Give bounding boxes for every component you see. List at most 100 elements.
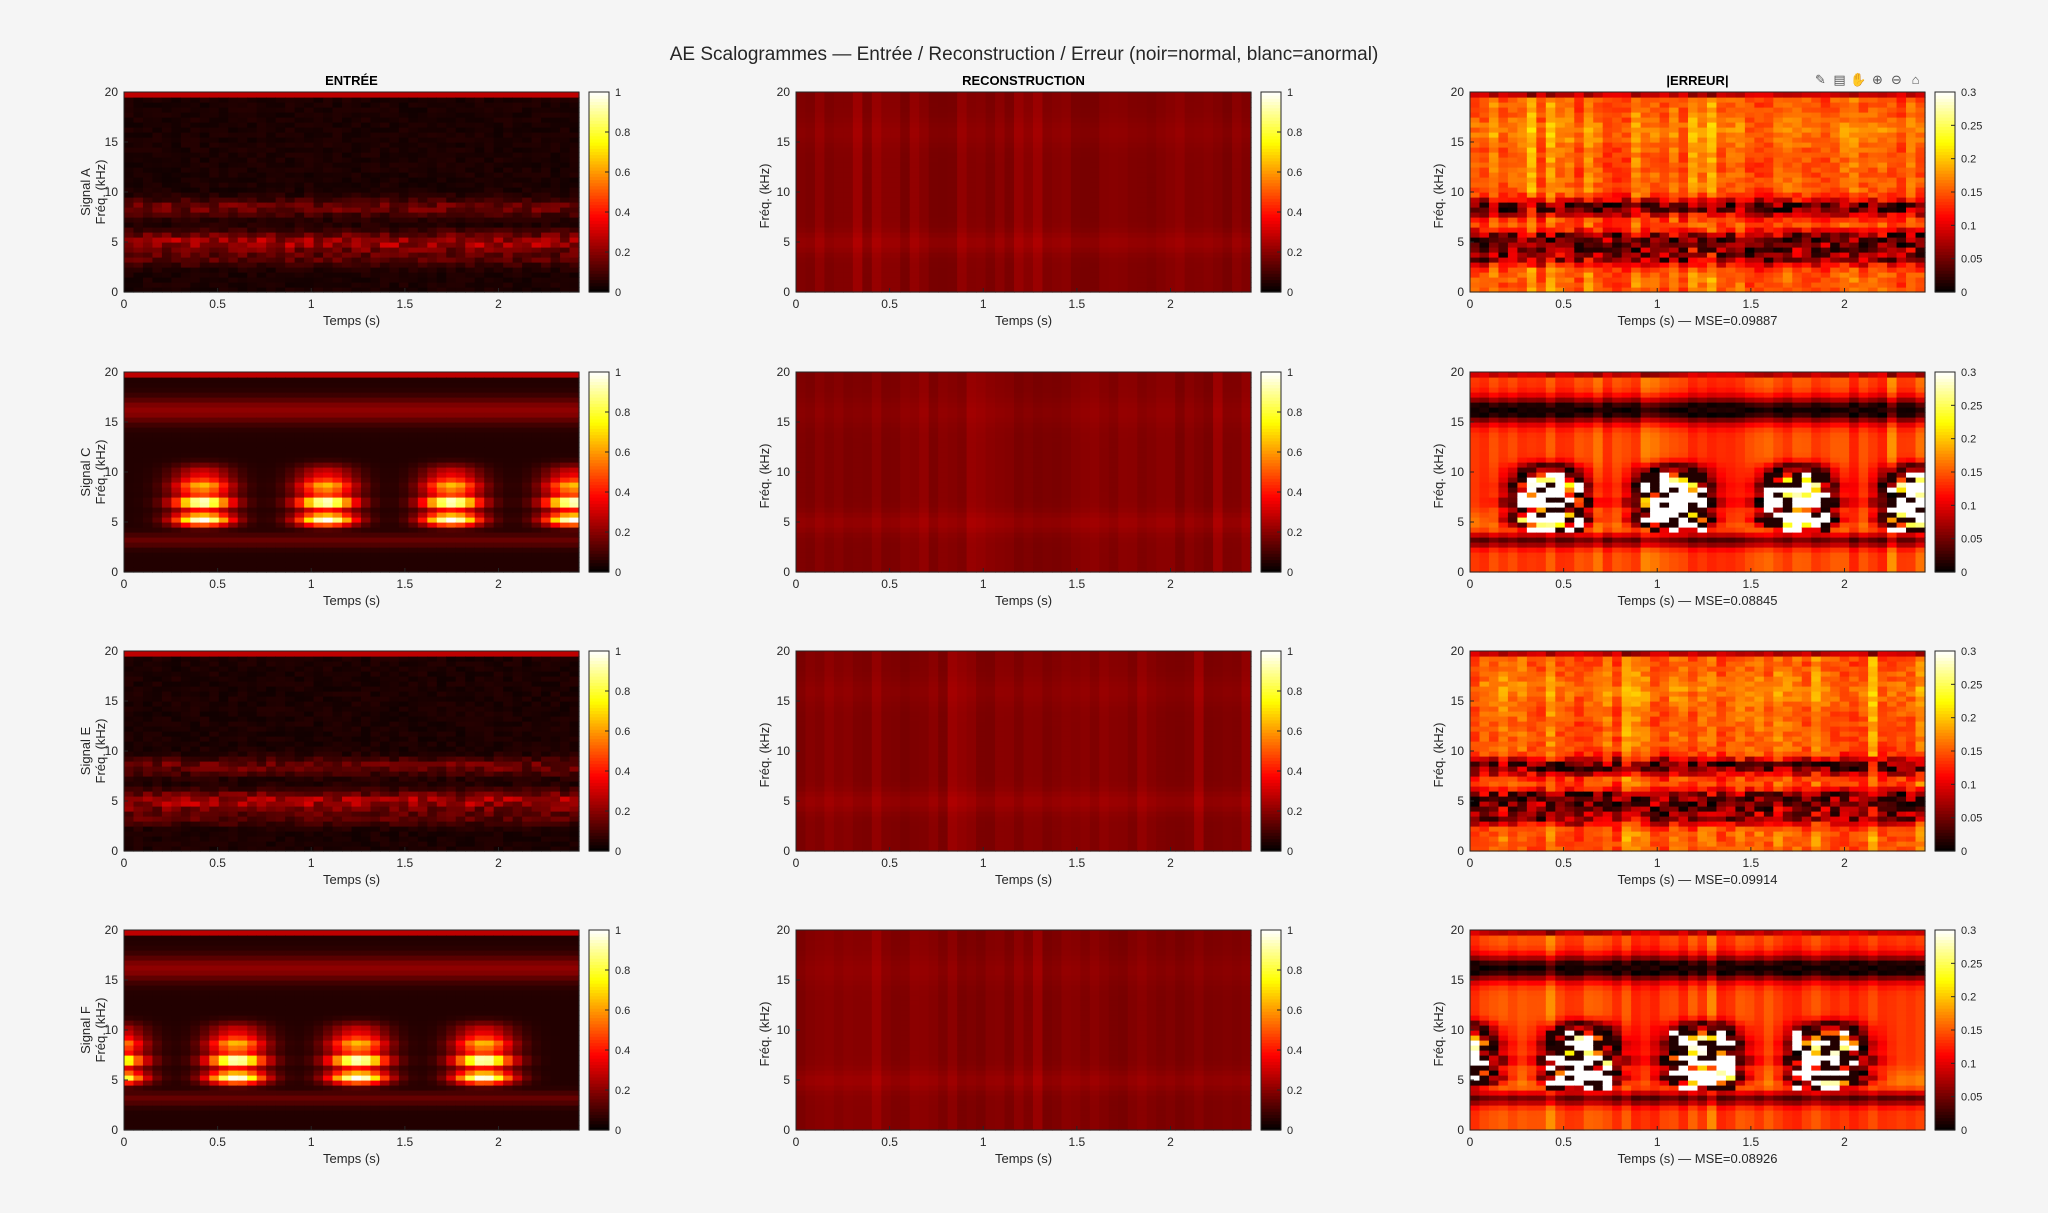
heatmap-cell xyxy=(427,137,437,143)
heatmap-cell xyxy=(133,736,143,742)
heatmap-cell xyxy=(133,92,143,98)
heatmap-cell xyxy=(304,237,314,243)
heatmap-cell xyxy=(266,137,276,143)
heatmap-cell xyxy=(437,417,447,423)
heatmap-cell xyxy=(219,412,229,418)
heatmap-cell xyxy=(437,132,447,138)
heatmap-cell xyxy=(295,102,305,108)
heatmap-cell xyxy=(513,542,523,548)
heatmap-cell xyxy=(437,427,447,433)
heatmap-cell xyxy=(190,427,200,433)
heatmap-cell xyxy=(200,741,210,747)
heatmap-cell xyxy=(266,691,276,697)
heatmap-cell xyxy=(171,726,181,732)
heatmap-cell xyxy=(503,242,513,248)
heatmap-cell xyxy=(143,217,153,223)
heatmap-cell xyxy=(551,197,561,203)
heatmap-cell xyxy=(162,117,172,123)
heatmap-cell xyxy=(370,557,380,563)
heatmap-cell xyxy=(238,691,248,697)
heatmap-cell xyxy=(361,407,371,413)
heatmap-cell xyxy=(228,227,238,233)
heatmap-cell xyxy=(323,432,333,438)
heatmap-cell xyxy=(494,477,504,483)
heatmap-cell xyxy=(143,402,153,408)
heatmap-cell xyxy=(389,437,399,443)
heatmap-cell xyxy=(494,132,504,138)
heatmap-cell xyxy=(238,392,248,398)
heatmap-cell xyxy=(503,502,513,508)
heatmap-cell xyxy=(285,442,295,448)
heatmap-cell xyxy=(162,152,172,158)
heatmap-cell xyxy=(228,127,238,133)
heatmap-cell xyxy=(238,532,248,538)
heatmap-cell xyxy=(228,557,238,563)
heatmap-cell xyxy=(181,127,191,133)
heatmap-cell xyxy=(456,512,466,518)
heatmap-cell xyxy=(238,761,248,767)
heatmap-cell xyxy=(143,397,153,403)
heatmap-cell xyxy=(541,262,551,268)
heatmap-cell xyxy=(143,162,153,168)
heatmap-cell xyxy=(570,177,580,183)
heatmap-cell xyxy=(171,392,181,398)
heatmap-cell xyxy=(570,282,580,288)
heatmap-cell xyxy=(560,462,570,468)
heatmap-cell xyxy=(408,387,418,393)
heatmap-cell xyxy=(465,182,475,188)
heatmap-cell xyxy=(541,237,551,243)
heatmap-cell xyxy=(228,142,238,148)
heatmap-cell xyxy=(266,776,276,782)
heatmap-cell xyxy=(133,507,143,513)
heatmap-cell xyxy=(276,402,286,408)
heatmap-cell xyxy=(124,227,134,233)
heatmap-cell xyxy=(124,731,134,737)
heatmap-cell xyxy=(333,162,343,168)
heatmap-cell xyxy=(323,806,333,812)
heatmap-cell xyxy=(200,776,210,782)
heatmap-cell xyxy=(484,117,494,123)
heatmap-cell xyxy=(228,681,238,687)
heatmap-cell xyxy=(541,512,551,518)
heatmap-cell xyxy=(503,522,513,528)
heatmap-cell xyxy=(190,207,200,213)
heatmap-cell xyxy=(124,676,134,682)
heatmap-cell xyxy=(285,267,295,273)
heatmap-cell xyxy=(200,557,210,563)
heatmap-cell xyxy=(513,182,523,188)
heatmap-cell xyxy=(522,257,532,263)
heatmap-cell xyxy=(295,671,305,677)
heatmap-cell xyxy=(133,447,143,453)
heatmap-cell xyxy=(389,562,399,568)
heatmap-cell xyxy=(304,731,314,737)
heatmap-cell xyxy=(228,412,238,418)
heatmap-cell xyxy=(152,227,162,233)
heatmap-cell xyxy=(494,157,504,163)
heatmap-cell xyxy=(257,562,267,568)
heatmap-cell xyxy=(133,811,143,817)
heatmap-cell xyxy=(380,162,390,168)
heatmap-cell xyxy=(408,162,418,168)
heatmap-cell xyxy=(551,112,561,118)
heatmap-cell xyxy=(171,562,181,568)
heatmap-cell xyxy=(494,257,504,263)
heatmap-cell xyxy=(314,197,324,203)
heatmap-cell xyxy=(181,766,191,772)
heatmap-cell xyxy=(361,157,371,163)
heatmap-cell xyxy=(304,666,314,672)
heatmap-cell xyxy=(494,222,504,228)
heatmap-cell xyxy=(314,487,324,493)
heatmap-cell xyxy=(323,147,333,153)
heatmap-cell xyxy=(333,227,343,233)
heatmap-cell xyxy=(276,756,286,762)
heatmap-cell xyxy=(152,557,162,563)
heatmap-cell xyxy=(247,137,257,143)
heatmap-cell xyxy=(247,377,257,383)
heatmap-cell xyxy=(560,122,570,128)
heatmap-cell xyxy=(219,507,229,513)
heatmap-cell xyxy=(370,202,380,208)
heatmap-cell xyxy=(484,522,494,528)
heatmap-cell xyxy=(181,741,191,747)
heatmap-cell xyxy=(380,217,390,223)
heatmap-cell xyxy=(152,482,162,488)
